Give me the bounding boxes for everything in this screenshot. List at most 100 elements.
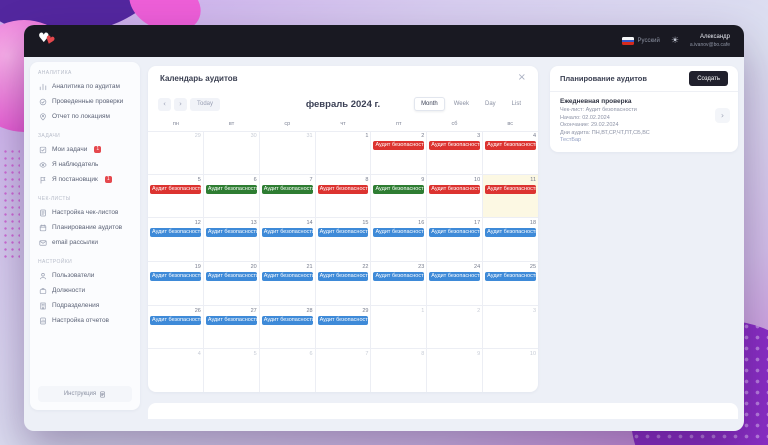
prev-month-button[interactable]: ‹ [158,97,171,111]
calendar-day-cell[interactable]: 7 [316,349,372,392]
sidebar-item[interactable]: Мои задачи 1 [38,142,132,157]
create-button[interactable]: Создать [689,71,728,86]
calendar-event[interactable]: Аудит безопасности ТестБар [205,228,257,238]
calendar-event[interactable]: Аудит безопасности ТестБар [373,272,425,282]
close-icon[interactable]: × [517,72,526,83]
view-month-button[interactable]: Month [414,97,445,111]
calendar-event[interactable]: Аудит безопасности ТестБар [317,184,369,194]
sidebar-item[interactable]: Подразделения [38,298,132,313]
sidebar-item[interactable]: Я постановщик 1 [38,172,132,187]
language-selector[interactable]: Русский [621,37,660,45]
sidebar-item[interactable]: Планирование аудитов [38,220,132,235]
calendar-day-cell[interactable]: 9 [427,349,484,392]
calendar-event[interactable]: Аудит безопасности ТестБар [205,315,257,325]
today-button[interactable]: Today [190,97,221,111]
sidebar-item[interactable]: Пользователи [38,268,132,283]
calendar-day-cell[interactable]: 10 [483,349,538,392]
calendar-day-cell[interactable]: 8 [371,349,428,392]
calendar-day-cell[interactable]: 30 [204,131,260,174]
chevron-right-icon[interactable]: › [715,108,730,123]
calendar-event[interactable]: Аудит безопасности ТестБар [373,184,425,194]
calendar-event[interactable]: Аудит безопасности ТестБар [485,272,537,282]
calendar-event[interactable]: Аудит безопасности ТестБар [205,272,257,282]
sidebar-item[interactable]: Проведенные проверки [38,94,132,109]
calendar-event[interactable]: Аудит безопасности ТестБар [317,315,369,325]
sidebar-item[interactable]: Отчет по локациям [38,109,132,124]
calendar-event[interactable]: Аудит безопасности ТестБар [261,315,313,325]
calendar-day-cell[interactable]: 2 [427,305,484,349]
theme-toggle-sun-icon[interactable]: ☀ [670,35,679,46]
calendar-event[interactable]: Аудит безопасности ТестБар [373,228,425,238]
sidebar-item[interactable]: Я наблюдатель [38,157,132,172]
planning-item[interactable]: Ежедневная проверка Чек-лист: Аудит безо… [550,92,738,151]
app-logo-icon[interactable]: ♥ ♥ [38,31,58,49]
sidebar-item[interactable]: Аналитика по аудитам [38,79,132,94]
calendar-event[interactable]: Аудит безопасности ТестБар [485,141,537,150]
calendar-event[interactable]: Аудит безопасности ТестБар [150,315,201,325]
calendar-event[interactable]: Аудит безопасности ТестБар [429,141,481,150]
instruction-button[interactable]: Инструкция [38,386,132,402]
calendar-event[interactable]: Аудит безопасности ТестБар [261,184,313,194]
calendar-event[interactable]: Аудит безопасности ТестБар [429,228,481,238]
calendar-day-cell[interactable]: 3 Аудит безопасности ТестБар [427,131,484,174]
calendar-day-cell[interactable]: 31 [260,131,316,174]
calendar-event[interactable]: Аудит безопасности ТестБар [485,228,537,238]
calendar-day-cell[interactable]: 1 [371,305,428,349]
calendar-day-cell[interactable]: 1 [316,131,372,174]
calendar-day-cell[interactable]: 29 [148,131,204,174]
calendar-event[interactable]: Аудит безопасности ТестБар [150,272,201,282]
sidebar-item[interactable]: Должности [38,283,132,298]
calendar-day-cell[interactable]: 4 Аудит безопасности ТестБар [483,131,538,174]
view-week-button[interactable]: Week [447,97,476,111]
next-month-button[interactable]: › [174,97,187,111]
calendar-event[interactable]: Аудит безопасности ТестБар [485,184,537,194]
calendar-day-cell[interactable]: 3 [483,306,538,349]
calendar-event[interactable]: Аудит безопасности ТестБар [317,228,369,238]
view-day-button[interactable]: Day [478,97,503,111]
view-list-button[interactable]: List [505,97,528,111]
calendar-event[interactable]: Аудит безопасности ТестБар [429,272,481,282]
sidebar-item[interactable]: email рассылки [38,235,132,250]
calendar-event[interactable]: Аудит безопасности ТестБар [205,184,257,194]
calendar-event[interactable]: Аудит безопасности ТестБар [150,228,201,238]
user-menu[interactable]: Александр a.ivanov@bo.cafe [690,34,730,48]
calendar-event[interactable]: Аудит безопасности ТестБар [150,184,201,194]
calendar-day-cell[interactable]: 4 [148,349,204,392]
calendar-event[interactable]: Аудит безопасности ТестБар [373,141,425,150]
calendar-day-cell[interactable]: 2 Аудит безопасности ТестБар [371,131,428,174]
calendar-day-cell[interactable]: 6 [260,349,316,392]
calendar-event[interactable]: Аудит безопасности ТестБар [317,272,369,282]
sidebar-item[interactable]: Настройка чек-листов [38,205,132,220]
calendar-day-cell[interactable]: 5 [204,349,260,392]
calendar-event[interactable]: Аудит безопасности ТестБар [429,184,481,194]
calendar-event[interactable]: Аудит безопасности ТестБар [261,228,313,238]
sidebar-item[interactable]: Настройка отчетов [38,313,132,328]
calendar-event[interactable]: Аудит безопасности ТестБар [261,272,313,282]
